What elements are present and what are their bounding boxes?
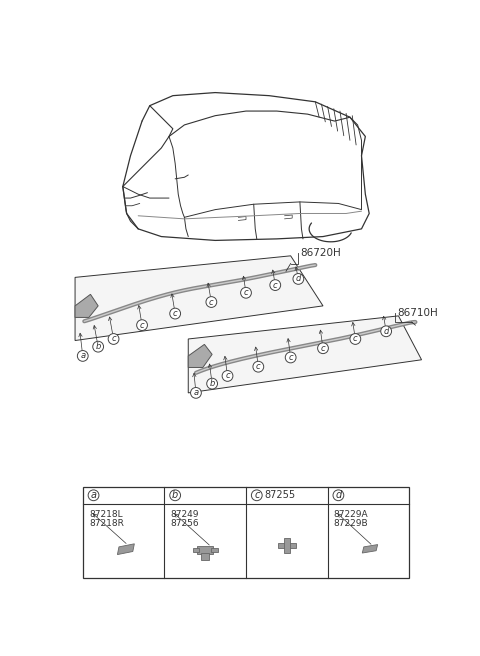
Bar: [201, 553, 209, 560]
Text: b: b: [209, 379, 215, 388]
Circle shape: [240, 287, 252, 298]
Text: c: c: [321, 344, 325, 353]
Text: 86720H: 86720H: [300, 248, 341, 258]
Text: c: c: [140, 321, 144, 329]
Text: c: c: [244, 288, 248, 297]
Circle shape: [350, 334, 361, 344]
Circle shape: [88, 490, 99, 501]
Text: 87229B: 87229B: [334, 519, 369, 528]
Polygon shape: [75, 256, 323, 340]
Circle shape: [93, 341, 104, 352]
Circle shape: [252, 490, 262, 501]
Bar: [197, 546, 213, 554]
Text: d: d: [296, 274, 301, 283]
Text: b: b: [172, 490, 178, 501]
Circle shape: [137, 319, 147, 331]
Circle shape: [170, 308, 180, 319]
Circle shape: [207, 379, 217, 389]
Text: c: c: [111, 335, 116, 344]
Text: c: c: [254, 490, 260, 501]
Circle shape: [170, 490, 180, 501]
Circle shape: [253, 361, 264, 372]
Text: c: c: [273, 281, 277, 289]
Circle shape: [270, 279, 281, 291]
Circle shape: [293, 274, 304, 284]
Text: a: a: [193, 388, 199, 398]
Text: c: c: [225, 371, 230, 380]
Circle shape: [333, 490, 344, 501]
Circle shape: [222, 371, 233, 381]
Circle shape: [108, 334, 119, 344]
Polygon shape: [188, 316, 421, 393]
Circle shape: [77, 350, 88, 361]
Text: 87249: 87249: [170, 510, 199, 519]
Text: a: a: [80, 352, 85, 360]
Bar: [211, 548, 217, 552]
Text: c: c: [209, 298, 214, 306]
Text: c: c: [256, 362, 261, 371]
Text: 87255: 87255: [264, 490, 296, 501]
Circle shape: [318, 343, 328, 354]
Text: c: c: [353, 335, 358, 344]
Text: d: d: [335, 490, 342, 501]
Text: 87229A: 87229A: [334, 510, 369, 519]
Text: c: c: [173, 309, 178, 318]
Text: d: d: [384, 327, 389, 336]
Text: a: a: [91, 490, 96, 501]
Circle shape: [381, 326, 392, 337]
Text: 86710H: 86710H: [397, 308, 438, 318]
Circle shape: [285, 352, 296, 363]
Bar: [83, 487, 409, 578]
Polygon shape: [188, 344, 212, 367]
Polygon shape: [362, 544, 378, 553]
Text: b: b: [96, 342, 101, 351]
Text: 87218R: 87218R: [89, 519, 124, 528]
Circle shape: [191, 388, 201, 398]
Bar: [284, 538, 290, 553]
Circle shape: [206, 297, 217, 308]
Text: 87256: 87256: [170, 519, 199, 528]
Text: 87218L: 87218L: [89, 510, 122, 519]
Polygon shape: [75, 295, 98, 318]
Bar: [193, 548, 199, 552]
Text: c: c: [288, 353, 293, 362]
Bar: [277, 543, 296, 548]
Polygon shape: [118, 544, 134, 554]
